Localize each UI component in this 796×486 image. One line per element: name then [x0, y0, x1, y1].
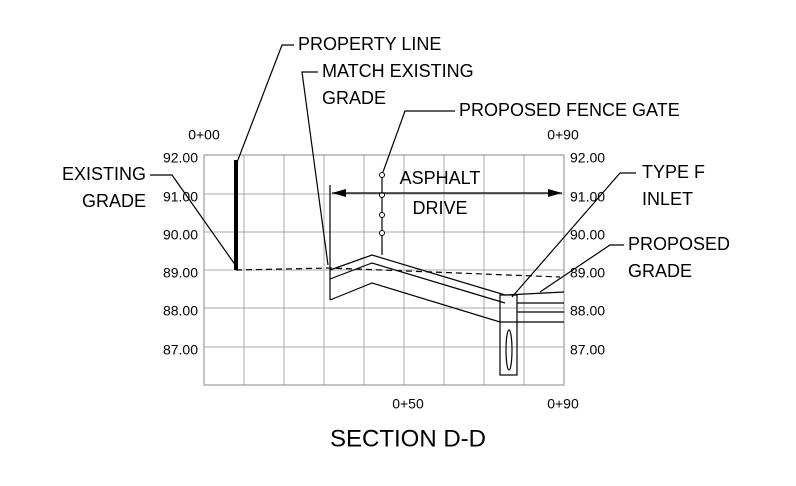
leader	[382, 110, 455, 173]
proposed-grade	[329, 254, 565, 296]
callout: GRADE	[82, 191, 146, 211]
existing-grade	[235, 267, 561, 278]
elevation-label: 89.00	[570, 265, 605, 281]
leader	[150, 174, 237, 267]
elevation-label: 92.00	[163, 150, 198, 166]
elevation-label: 87.00	[163, 342, 198, 358]
callout: MATCH EXISTING	[322, 61, 474, 81]
callout: GRADE	[322, 88, 386, 108]
gate-post	[379, 212, 385, 218]
elevation-label: 92.00	[570, 150, 605, 166]
callout: PROPOSED FENCE GATE	[459, 100, 680, 120]
elevation-label: 90.00	[570, 227, 605, 243]
leader	[301, 71, 329, 266]
elevation-label: 88.00	[163, 303, 198, 319]
callout: TYPE F	[642, 162, 705, 182]
callout: INLET	[642, 189, 693, 209]
grid-frame	[203, 154, 565, 386]
gate-post	[379, 172, 385, 178]
leader	[539, 244, 624, 293]
arrow	[332, 189, 346, 197]
elevation-label: 87.00	[570, 342, 605, 358]
leader	[511, 172, 636, 298]
station-label: 0+50	[392, 396, 424, 412]
elevation-label: 89.00	[163, 265, 198, 281]
station-label: 0+90	[547, 396, 579, 412]
station-label: 0+90	[547, 127, 579, 143]
subbase	[329, 282, 564, 323]
elevation-label: 91.00	[163, 189, 198, 205]
arrow	[548, 189, 562, 197]
title: SECTION D-D	[330, 425, 486, 452]
pavement-base	[329, 262, 506, 304]
elevation-label: 91.00	[570, 189, 605, 205]
inlet	[499, 294, 518, 376]
inlet-pipe	[505, 329, 513, 371]
callout: ASPHALT	[400, 168, 481, 188]
callout: EXISTING	[62, 164, 146, 184]
station-label: 0+00	[188, 127, 220, 143]
gate-post	[379, 230, 385, 236]
callout: PROPOSED	[628, 234, 730, 254]
callout: PROPERTY LINE	[298, 34, 441, 54]
callout: DRIVE	[412, 198, 467, 218]
leader	[235, 44, 294, 166]
callout: GRADE	[628, 261, 692, 281]
elevation-label: 90.00	[163, 227, 198, 243]
elevation-label: 88.00	[570, 303, 605, 319]
